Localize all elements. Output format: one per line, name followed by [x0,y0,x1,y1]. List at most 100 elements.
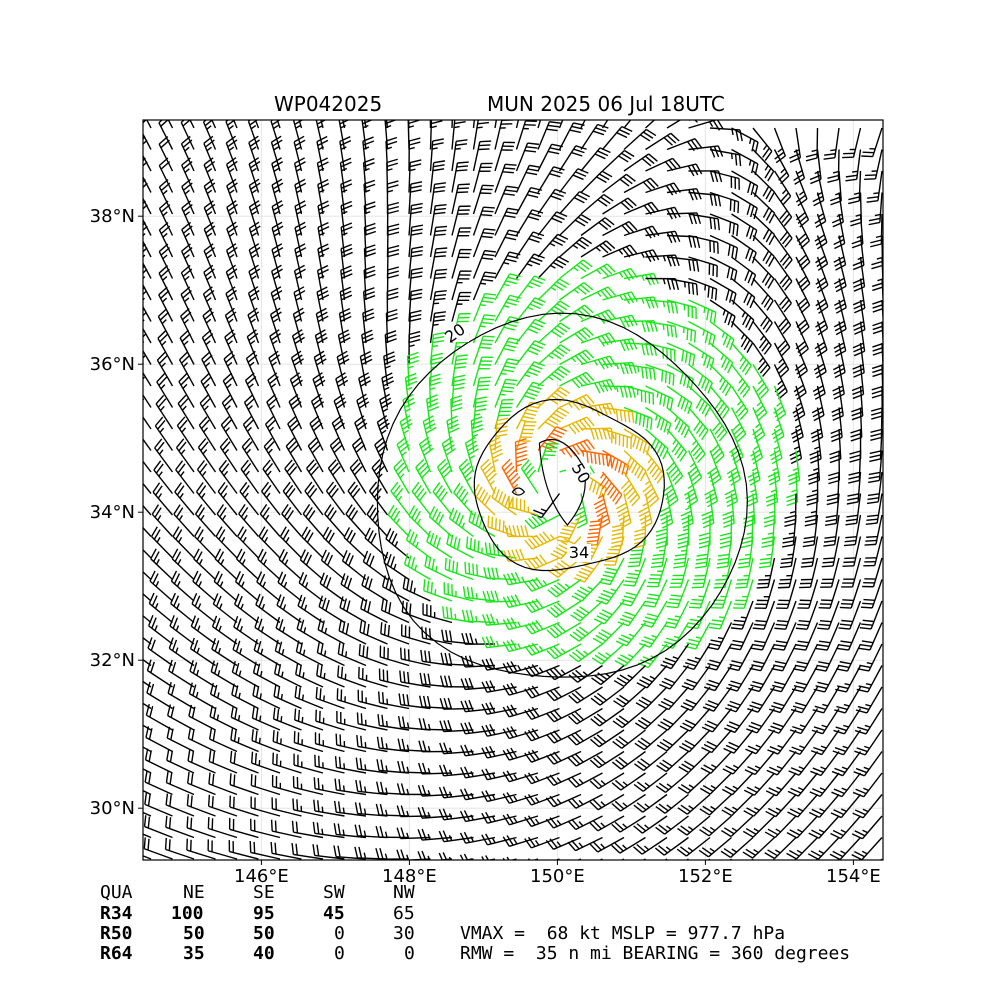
r34-ne: 100 [171,903,204,924]
wind-barb [143,702,152,710]
wind-barb [143,222,152,258]
wind-barb [149,570,173,602]
wind-barb [720,836,754,859]
wind-barb [177,394,195,430]
wind-barb [438,830,474,843]
wind-barb [398,693,431,710]
wind-barb [655,793,689,814]
wind-barb [770,665,797,693]
wind-barb [361,329,374,365]
wind-barb [680,493,694,529]
wind-barb [752,256,775,289]
wind-barb [180,120,195,150]
wind-barb [752,600,776,630]
wind-barb [515,142,539,172]
wind-barb [721,794,754,817]
wind-barb [568,707,603,725]
wind-barb [852,256,866,292]
wind-barb [730,364,751,398]
wind-barb [644,450,665,484]
wind-barb [299,549,324,581]
wind-barb [706,622,733,651]
wind-barb [143,136,152,172]
wind-barb [271,157,284,193]
r50-sw: 0 [334,923,345,944]
wind-barb [278,548,302,581]
wind-barb [815,858,818,860]
wind-barb [591,643,625,665]
wind-barb [143,265,152,301]
wind-barb [250,774,281,796]
wind-barb [340,573,367,602]
wind-barb [150,548,173,581]
wind-barb [202,307,217,344]
wind-barb [623,128,657,151]
wind-barb [408,137,421,172]
wind-barb [723,729,754,754]
wind-barb [218,459,238,494]
wind-barb [748,665,776,693]
wind-barb [158,243,174,279]
wind-barb [802,514,819,548]
wind-barb [537,211,568,236]
x-tick-label: 146°E [234,866,289,887]
wind-barb [567,793,603,809]
wind-barb [285,437,303,473]
wind-barb [403,553,431,581]
wind-barb [866,170,883,203]
wind-barb [669,557,690,588]
wind-barb [611,772,646,791]
wind-barb [851,837,883,860]
wind-barb [515,297,546,322]
wind-barb [809,428,822,464]
wind-barb [688,342,715,371]
wind-barb [494,120,514,150]
wind-barb [773,364,788,400]
wind-barb [666,579,690,609]
wind-barb [645,363,675,386]
wind-barb [817,600,840,630]
wind-barb [787,450,801,486]
wind-barb [212,593,238,624]
wind-barb [852,342,865,378]
wind-barb [307,437,324,473]
wind-barb [743,794,776,817]
wind-barb [795,600,819,630]
wind-barb [170,592,195,624]
wind-barb [428,373,441,408]
wind-barb [716,536,733,569]
wind-barb [312,821,345,839]
storm-id-title: WP042025 [274,92,383,116]
wind-barb [355,779,388,796]
wind-barb [642,858,646,860]
wind-barb [190,615,216,645]
wind-barb [793,858,797,860]
wind-barb [172,526,195,559]
wind-barb [314,732,345,753]
wind-barb [472,335,495,365]
wind-barb [537,143,563,172]
wind-barb [841,557,862,588]
wind-barb [656,750,689,773]
wind-barb [269,307,282,344]
wind-barb [146,659,173,688]
wind-barb [324,504,346,537]
rmw-bearing-text: RMW = 35 n mi BEARING = 360 degrees [460,943,851,964]
wind-barb [494,337,521,365]
wind-barb [645,120,656,129]
wind-barb [574,493,588,529]
wind-barb [178,372,195,408]
wind-barb [156,373,174,408]
wind-barb [169,615,195,645]
wind-barb [339,596,367,624]
wind-barb [264,415,281,451]
wind-barb [302,504,324,537]
wind-barb [682,643,711,671]
wind-barb [201,329,217,365]
wind-barb [263,437,281,473]
wind-barb [799,557,819,589]
wind-barb [143,526,152,537]
wind-barb [224,329,238,365]
wind-barb [520,459,539,494]
wind-barb [699,815,732,837]
